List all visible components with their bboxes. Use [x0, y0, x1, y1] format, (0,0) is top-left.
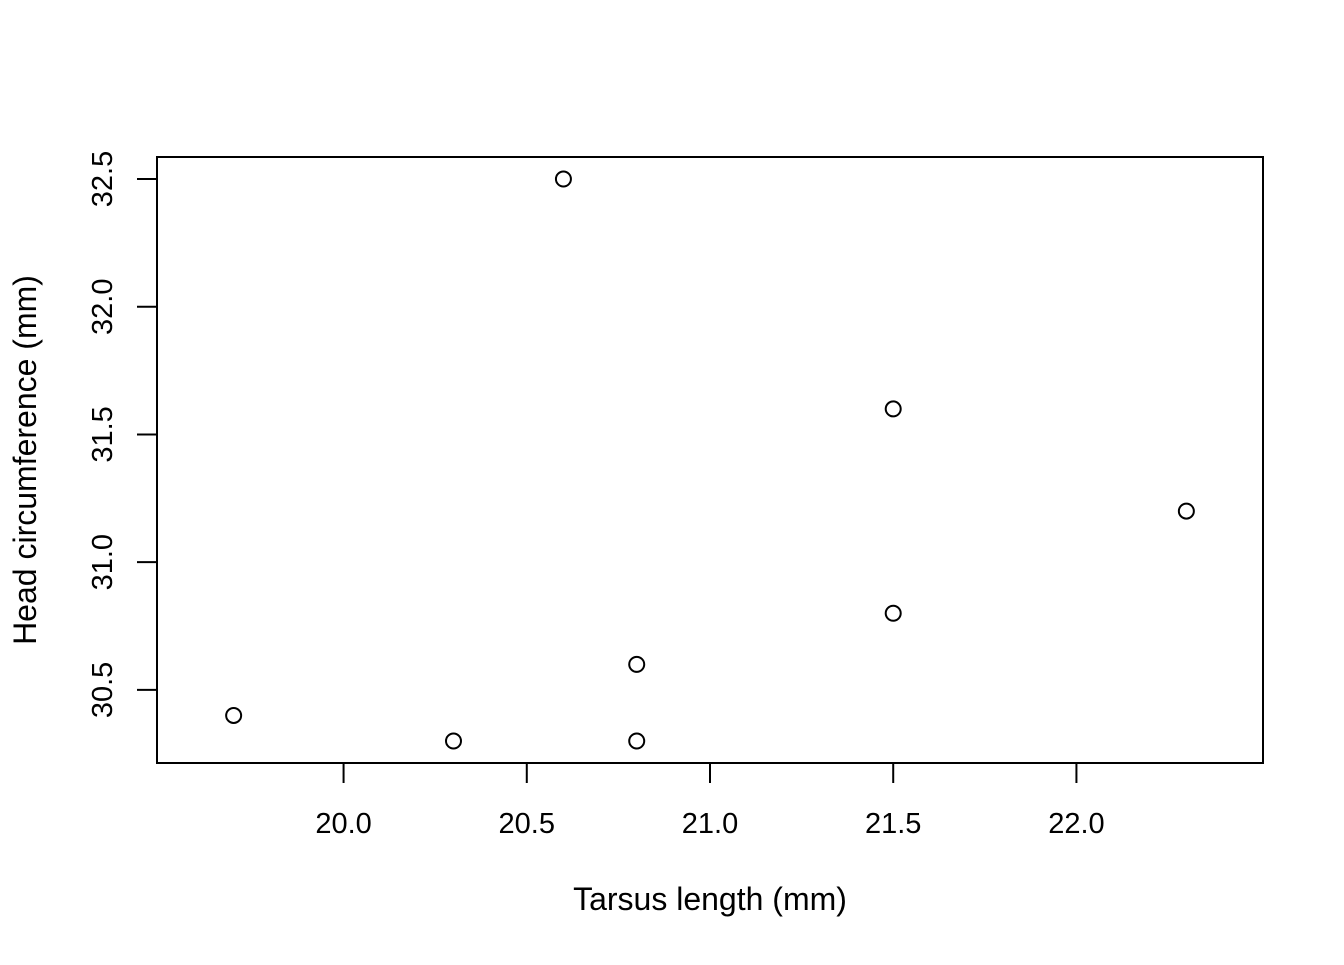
y-axis: 30.5 31.0 31.5 32.0 32.5	[87, 151, 157, 718]
data-points	[225, 170, 1195, 750]
data-point	[884, 604, 902, 622]
x-tick-label: 20.5	[499, 808, 555, 840]
x-tick-label: 21.5	[865, 808, 921, 840]
x-tick-label: 20.0	[315, 808, 371, 840]
y-tick-label: 30.5	[87, 662, 119, 718]
x-axis: 20.0 20.5 21.0 21.5 22.0	[315, 763, 1105, 840]
y-tick-label: 32.0	[87, 279, 119, 335]
y-tick-label: 31.0	[87, 534, 119, 590]
data-point	[628, 732, 646, 750]
x-axis-label: Tarsus length (mm)	[573, 881, 847, 917]
y-tick-label: 32.5	[87, 151, 119, 207]
x-tick-label: 21.0	[682, 808, 738, 840]
data-point	[628, 655, 646, 673]
plot-frame	[156, 156, 1264, 764]
data-point	[1177, 502, 1195, 520]
data-point	[554, 170, 572, 188]
data-point	[225, 706, 243, 724]
x-tick-label: 22.0	[1048, 808, 1104, 840]
y-tick-label: 31.5	[87, 406, 119, 462]
data-point	[445, 732, 462, 750]
y-axis-label: Head circumference (mm)	[7, 275, 43, 645]
data-point	[884, 400, 902, 418]
